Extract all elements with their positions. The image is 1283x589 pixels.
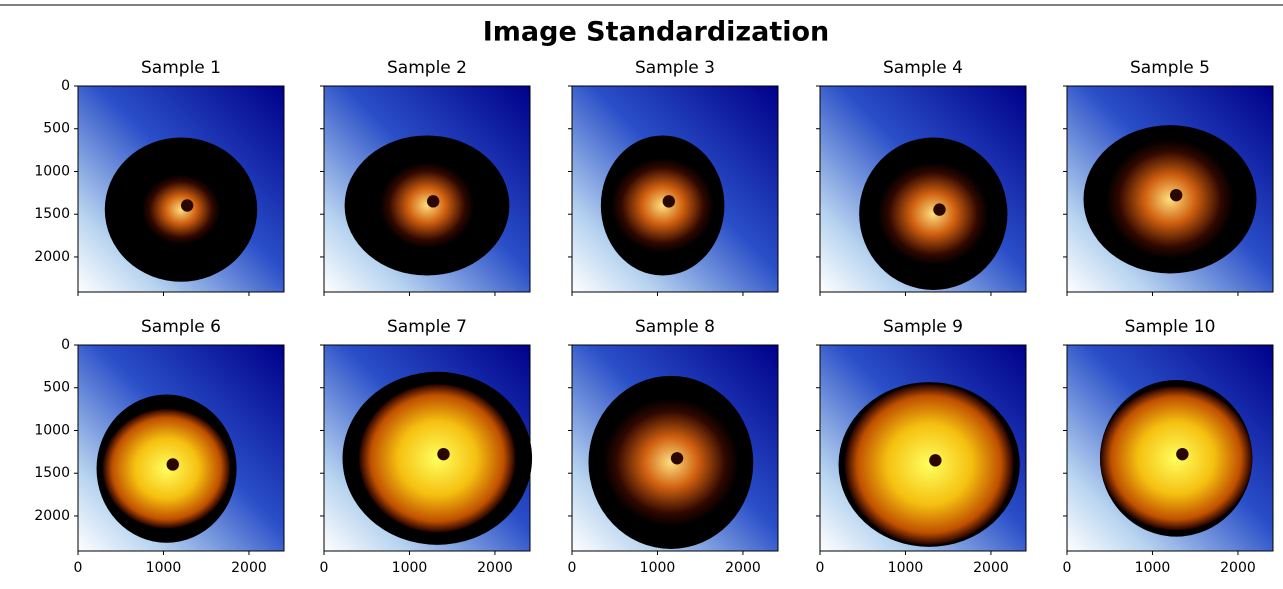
fruit [102, 408, 231, 529]
y-tick-label: 1000 [34, 163, 70, 179]
axes-frame [1066, 344, 1274, 552]
fruit-stem [166, 458, 179, 471]
axes-frame [571, 344, 779, 552]
fruit-stem [437, 448, 450, 461]
x-tick-label: 1000 [392, 560, 428, 576]
fruit [602, 398, 739, 527]
x-tick-label: 2000 [1220, 560, 1256, 576]
subplot-title: Sample 10 [1125, 317, 1216, 337]
x-tick-label: 0 [568, 560, 577, 576]
y-tick-label: 0 [61, 78, 70, 94]
fruit-stem [181, 199, 194, 212]
fruit-stem [1176, 448, 1189, 461]
fruit [611, 158, 715, 253]
x-tick-label: 2000 [231, 560, 267, 576]
subplot-title: Sample 1 [141, 58, 221, 78]
x-tick-label: 0 [1063, 560, 1072, 576]
y-tick-label: 1500 [34, 465, 70, 481]
axes-frame [571, 85, 779, 293]
axes-frame [77, 344, 285, 552]
axes-frame [323, 344, 531, 552]
x-tick-label: 0 [74, 560, 83, 576]
subplot-title: Sample 2 [387, 58, 467, 78]
axes-frame [1066, 85, 1274, 293]
fruit-stem [933, 203, 946, 216]
fruit [844, 384, 1014, 545]
axes-frame [323, 85, 531, 293]
fruit [359, 384, 516, 533]
y-tick-label: 500 [43, 380, 70, 396]
x-tick-label: 0 [320, 560, 329, 576]
fruit-stem [929, 454, 942, 467]
x-tick-label: 1000 [1135, 560, 1171, 576]
fruit [877, 162, 989, 266]
x-tick-label: 1000 [640, 560, 676, 576]
subplot-title: Sample 9 [883, 317, 963, 337]
y-tick-label: 1500 [34, 206, 70, 222]
y-tick-label: 0 [61, 337, 70, 353]
axes-frame [819, 85, 1027, 293]
x-tick-label: 2000 [477, 560, 513, 576]
subplot-title: Sample 8 [635, 317, 715, 337]
axes-frame [77, 85, 285, 293]
y-tick-label: 500 [43, 121, 70, 137]
subplot-title: Sample 3 [635, 58, 715, 78]
fruit-stem [1170, 189, 1183, 202]
fruit-stem [662, 195, 675, 208]
x-tick-label: 0 [816, 560, 825, 576]
axes-frame [819, 344, 1027, 552]
figure-title: Image Standardization [483, 17, 830, 48]
fruit [379, 162, 475, 249]
fruit [1099, 386, 1253, 531]
y-tick-label: 1000 [34, 422, 70, 438]
x-tick-label: 1000 [146, 560, 182, 576]
subplot-title: Sample 5 [1130, 58, 1210, 78]
x-tick-label: 2000 [725, 560, 761, 576]
x-tick-label: 1000 [888, 560, 924, 576]
subplot-title: Sample 6 [141, 317, 221, 337]
fruit-stem [670, 452, 684, 465]
fruit [1106, 139, 1234, 260]
subplot-title: Sample 7 [387, 317, 467, 337]
x-tick-label: 2000 [973, 560, 1009, 576]
y-tick-label: 2000 [34, 249, 70, 265]
fruit-stem [427, 195, 440, 208]
y-tick-label: 2000 [34, 508, 70, 524]
fruit [141, 174, 221, 245]
subplot-title: Sample 4 [883, 58, 963, 78]
